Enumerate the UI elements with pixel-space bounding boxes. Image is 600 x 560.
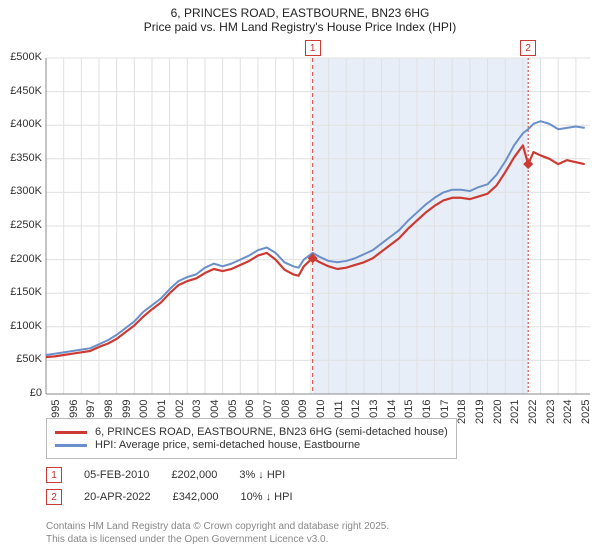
y-axis-label: £100K bbox=[0, 320, 42, 332]
marker-box-icon: 1 bbox=[46, 467, 62, 483]
y-axis-label: £50K bbox=[0, 353, 42, 365]
legend-label: HPI: Average price, semi-detached house,… bbox=[95, 439, 360, 451]
y-axis-label: £350K bbox=[0, 152, 42, 164]
sale-diff: 3% ↓ HPI bbox=[239, 469, 285, 481]
sale-marker-2: 2 bbox=[520, 40, 536, 56]
x-axis-label: 2024 bbox=[562, 400, 574, 424]
y-axis-label: £250K bbox=[0, 219, 42, 231]
sale-marker-row: 1 05-FEB-2010 £202,000 3% ↓ HPI bbox=[46, 464, 293, 486]
legend-swatch bbox=[55, 431, 87, 434]
sale-markers-table: 1 05-FEB-2010 £202,000 3% ↓ HPI 2 20-APR… bbox=[46, 464, 293, 508]
x-axis-label: 2019 bbox=[474, 400, 486, 424]
sale-marker-row: 2 20-APR-2022 £342,000 10% ↓ HPI bbox=[46, 486, 293, 508]
sale-price: £202,000 bbox=[171, 469, 217, 481]
sale-marker-1: 1 bbox=[305, 40, 321, 56]
legend-swatch bbox=[55, 444, 87, 447]
x-axis-label: 2025 bbox=[580, 400, 592, 424]
legend-label: 6, PRINCES ROAD, EASTBOURNE, BN23 6HG (s… bbox=[95, 426, 448, 438]
y-axis-label: £300K bbox=[0, 185, 42, 197]
y-axis-label: £200K bbox=[0, 253, 42, 265]
marker-box-icon: 2 bbox=[46, 489, 62, 505]
y-axis-label: £0 bbox=[0, 387, 42, 399]
copyright-text: Contains HM Land Registry data © Crown c… bbox=[46, 520, 389, 546]
x-axis-label: 2018 bbox=[456, 400, 468, 424]
sale-price: £342,000 bbox=[173, 491, 219, 503]
x-axis-label: 2022 bbox=[527, 400, 539, 424]
x-axis-label: 2023 bbox=[545, 400, 557, 424]
sale-date: 05-FEB-2010 bbox=[84, 469, 149, 481]
chart-legend: 6, PRINCES ROAD, EASTBOURNE, BN23 6HG (s… bbox=[46, 418, 457, 459]
legend-item: HPI: Average price, semi-detached house,… bbox=[55, 439, 448, 451]
y-axis-label: £400K bbox=[0, 118, 42, 130]
y-axis-label: £150K bbox=[0, 286, 42, 298]
y-axis-label: £450K bbox=[0, 85, 42, 97]
y-axis-label: £500K bbox=[0, 51, 42, 63]
legend-item: 6, PRINCES ROAD, EASTBOURNE, BN23 6HG (s… bbox=[55, 426, 448, 438]
sale-date: 20-APR-2022 bbox=[84, 491, 151, 503]
x-axis-label: 2020 bbox=[492, 400, 504, 424]
sale-diff: 10% ↓ HPI bbox=[241, 491, 293, 503]
x-axis-label: 2021 bbox=[509, 400, 521, 424]
